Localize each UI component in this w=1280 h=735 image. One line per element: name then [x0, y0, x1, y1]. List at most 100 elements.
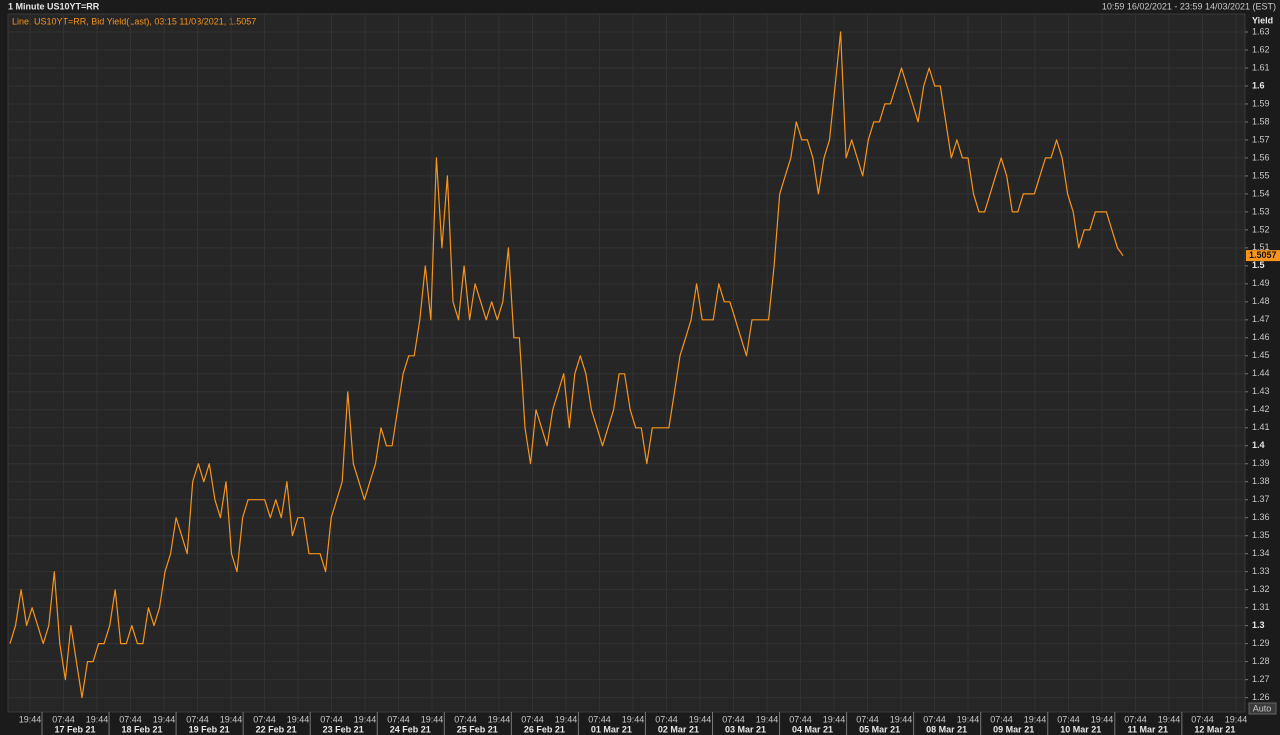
y-tick-label: 1.56 [1252, 152, 1270, 162]
x-time-label: 07:44 [119, 714, 142, 724]
y-tick-label: 1.57 [1252, 134, 1270, 144]
y-tick-label: 1.61 [1252, 62, 1270, 72]
x-time-label: 19:44 [220, 714, 243, 724]
x-date-label: 26 Feb 21 [524, 724, 565, 734]
x-time-label: 07:44 [789, 714, 812, 724]
x-time-label: 19:44 [421, 714, 444, 724]
y-tick-label: 1.36 [1252, 512, 1270, 522]
x-time-label: 07:44 [320, 714, 343, 724]
x-time-label: 07:44 [186, 714, 209, 724]
x-time-label: 07:44 [52, 714, 75, 724]
x-date-label: 10 Mar 21 [1060, 724, 1101, 734]
x-date-label: 09 Mar 21 [993, 724, 1034, 734]
x-time-label: 07:44 [253, 714, 276, 724]
y-tick-label: 1.46 [1252, 332, 1270, 342]
x-time-label: 07:44 [454, 714, 477, 724]
y-tick-label: 1.42 [1252, 404, 1270, 414]
last-value-label: 1.5057 [1249, 250, 1277, 260]
x-time-label: 19:44 [354, 714, 377, 724]
y-tick-label: 1.5 [1252, 260, 1265, 270]
last-value-box [1246, 250, 1280, 262]
y-tick-label: 1.39 [1252, 458, 1270, 468]
auto-button[interactable] [1248, 702, 1277, 715]
x-time-label: 07:44 [990, 714, 1013, 724]
x-time-label: 19:44 [153, 714, 176, 724]
x-time-label: 07:44 [655, 714, 678, 724]
x-date-label: 04 Mar 21 [792, 724, 833, 734]
legend: Line, US10YT=RR, Bid Yield(Last), 03:15 … [12, 16, 256, 26]
y-tick-label: 1.43 [1252, 386, 1270, 396]
x-date-label: 23 Feb 21 [323, 724, 364, 734]
x-time-label: 19:44 [1091, 714, 1114, 724]
y-tick-label: 1.44 [1252, 368, 1270, 378]
y-tick-label: 1.4 [1252, 440, 1265, 450]
plot-area [7, 13, 1246, 713]
x-date-label: 08 Mar 21 [926, 724, 967, 734]
y-tick-label: 1.62 [1252, 44, 1270, 54]
y-tick-label: 1.26 [1252, 692, 1270, 702]
y-tick-label: 1.59 [1252, 98, 1270, 108]
y-tick-label: 1.52 [1252, 224, 1270, 234]
y-tick-label: 1.48 [1252, 296, 1270, 306]
y-tick-label: 1.41 [1252, 422, 1270, 432]
y-tick-label: 1.45 [1252, 350, 1270, 360]
x-date-label: 11 Mar 21 [1128, 724, 1169, 734]
x-date-label: 24 Feb 21 [390, 724, 431, 734]
x-date-label: 25 Feb 21 [457, 724, 498, 734]
grid [8, 14, 1245, 712]
x-time-label: 07:44 [387, 714, 410, 724]
x-date-label: 19 Feb 21 [189, 724, 230, 734]
y-tick-label: 1.51 [1252, 242, 1270, 252]
y-axis-label: Yield [1252, 15, 1273, 25]
x-time-label: 19:44 [1024, 714, 1047, 724]
x-time-label: 07:44 [1124, 714, 1147, 724]
y-tick-label: 1.55 [1252, 170, 1270, 180]
y-tick-label: 1.27 [1252, 674, 1270, 684]
y-tick-label: 1.31 [1252, 602, 1270, 612]
x-time-label: 07:44 [521, 714, 544, 724]
y-tick-label: 1.28 [1252, 656, 1270, 666]
y-tick-label: 1.47 [1252, 314, 1270, 324]
line-series [9, 31, 1124, 699]
y-tick-label: 1.53 [1252, 206, 1270, 216]
x-time-label: 07:44 [1191, 714, 1214, 724]
x-time-label: 07:44 [722, 714, 745, 724]
y-tick-label: 1.6 [1252, 80, 1265, 90]
x-time-label: 07:44 [923, 714, 946, 724]
x-time-label: 19:44 [555, 714, 578, 724]
x-date-label: 03 Mar 21 [725, 724, 766, 734]
y-tick-label: 1.54 [1252, 188, 1270, 198]
x-time-label: 19:44 [287, 714, 310, 724]
range-label: 10:59 16/02/2021 - 23:59 14/03/2021 (EST… [1102, 1, 1276, 11]
x-time-label: 19:44 [689, 714, 712, 724]
y-tick-label: 1.49 [1252, 278, 1270, 288]
x-time-label: 19:44 [890, 714, 913, 724]
x-time-label: 19:44 [622, 714, 645, 724]
x-time-label: 19:44 [957, 714, 980, 724]
x-date-label: 05 Mar 21 [859, 724, 900, 734]
x-time-label: 19:44 [1158, 714, 1181, 724]
x-time-label: 07:44 [1057, 714, 1080, 724]
x-time-label: 19:44 [823, 714, 846, 724]
y-tick-label: 1.33 [1252, 566, 1270, 576]
y-tick-label: 1.38 [1252, 476, 1270, 486]
chart-title: 1 Minute US10YT=RR [8, 1, 100, 11]
y-tick-label: 1.37 [1252, 494, 1270, 504]
y-tick-label: 1.63 [1252, 26, 1270, 36]
x-date-label: 12 Mar 21 [1194, 724, 1235, 734]
x-time-label: 19:44 [756, 714, 779, 724]
x-time-label: 07:44 [588, 714, 611, 724]
x-time-label: 19:44 [86, 714, 109, 724]
y-tick-label: 1.58 [1252, 116, 1270, 126]
y-tick-label: 1.34 [1252, 548, 1270, 558]
x-time-label: 19:44 [1225, 714, 1248, 724]
auto-button-label[interactable]: Auto [1253, 703, 1272, 713]
x-time-label: 19:44 [19, 714, 42, 724]
y-tick-label: 1.29 [1252, 638, 1270, 648]
x-time-label: 19:44 [488, 714, 511, 724]
x-date-label: 02 Mar 21 [658, 724, 699, 734]
y-tick-label: 1.3 [1252, 620, 1265, 630]
y-tick-label: 1.35 [1252, 530, 1270, 540]
